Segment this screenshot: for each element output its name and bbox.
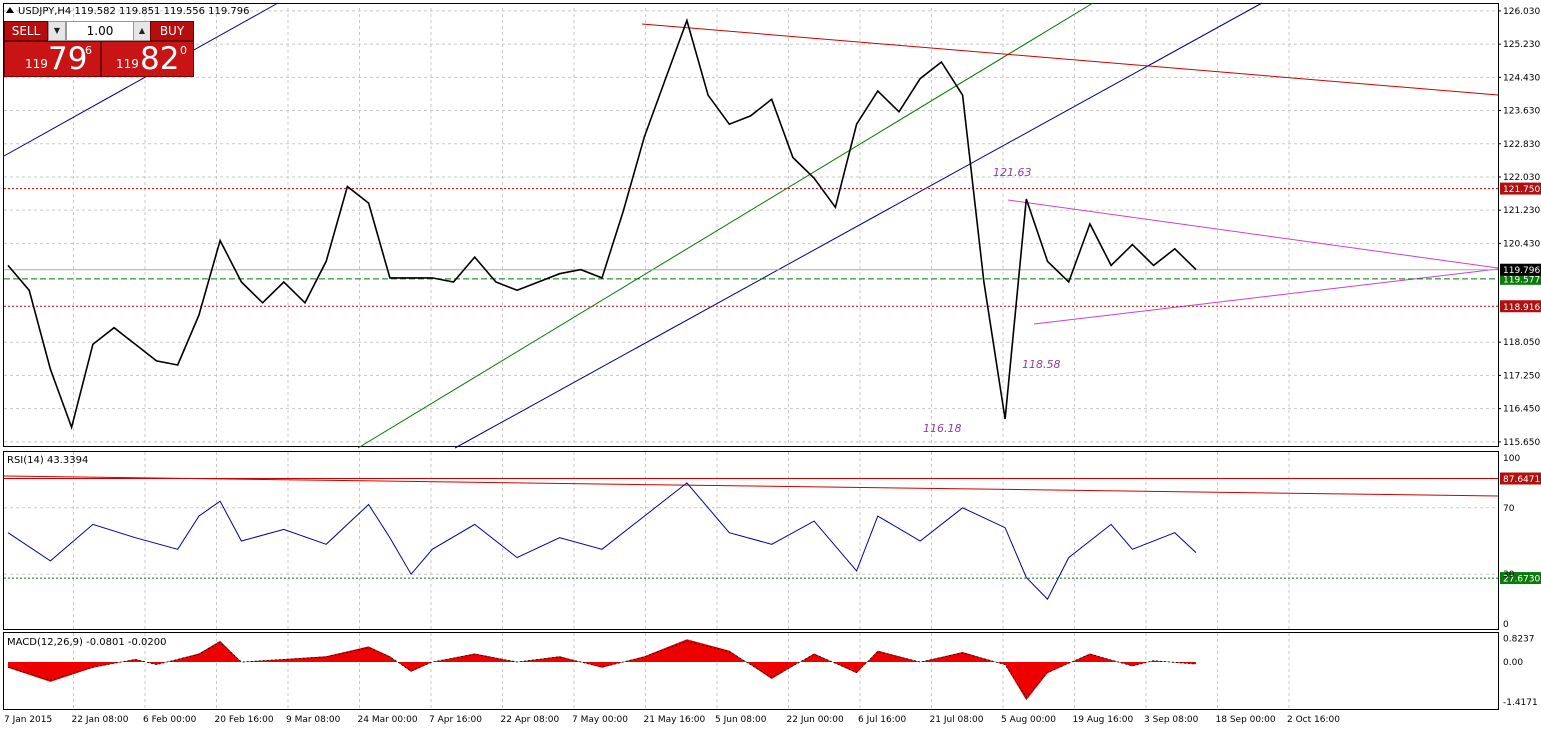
sell-price[interactable]: 119 79 6: [4, 41, 101, 77]
y-tick-label: 123.630: [1503, 107, 1540, 117]
y-tick-label: 116.450: [1503, 405, 1540, 415]
price-level-label: 119.577: [1503, 275, 1540, 285]
sell-button[interactable]: SELL: [4, 21, 48, 41]
x-tick-label: 18 Sep 00:00: [1216, 715, 1276, 725]
price-level-tag: [1500, 272, 1541, 285]
x-tick-label: 5 Jun 08:00: [715, 715, 767, 725]
rsi-panel-frame: [3, 451, 1499, 630]
rsi-level-high-label: 87.6471: [1503, 475, 1540, 485]
rsi-trendline: [3, 475, 1499, 497]
price-level-tag: [1500, 263, 1541, 276]
price-series: [7, 17, 1197, 430]
macd-title: MACD(12,26,9) -0.0801 -0.0200: [7, 637, 167, 648]
one-click-trade-panel: SELL ▼ 1.00 ▲ BUY 119 79 6 119 82 0: [4, 20, 194, 77]
y-tick-label: 118.050: [1503, 338, 1540, 348]
x-tick-label: 24 Mar 00:00: [358, 715, 418, 725]
y-tick-label: 125.230: [1503, 40, 1540, 50]
price-level-label: 118.916: [1503, 303, 1540, 313]
triangle-upper-line: [1007, 199, 1499, 269]
macd-panel-frame: [3, 632, 1499, 710]
rsi-level-high-tag: [1500, 472, 1541, 485]
rsi-tick-label: 0: [1503, 620, 1509, 630]
buy-button[interactable]: BUY: [150, 21, 194, 41]
y-tick-label: 120.430: [1503, 239, 1540, 249]
price-panel-frame: [3, 3, 1499, 447]
price-level-tag: [1500, 182, 1541, 195]
rsi-series: [7, 482, 1197, 600]
y-tick-label: 124.430: [1503, 73, 1540, 83]
series-layer: [7, 17, 1197, 701]
rsi-title: RSI(14) 43.3394: [7, 455, 88, 466]
x-tick-label: 22 Apr 08:00: [501, 715, 560, 725]
lot-increase-icon[interactable]: ▲: [133, 21, 151, 41]
rsi-level-low-label: 27.6730: [1503, 575, 1540, 585]
buy-price-pips: 82: [140, 41, 180, 77]
macd-histogram: [8, 639, 1196, 701]
buy-price[interactable]: 119 82 0: [101, 41, 194, 77]
lot-size-input[interactable]: 1.00: [66, 21, 134, 41]
x-tick-label: 6 Feb 00:00: [143, 715, 197, 725]
x-tick-label: 19 Aug 16:00: [1073, 715, 1134, 725]
buy-price-big-figure: 119: [116, 57, 139, 71]
y-tick-label: 126.030: [1503, 7, 1540, 17]
x-tick-label: 7 Jan 2015: [4, 715, 52, 725]
x-tick-label: 22 Jan 08:00: [72, 715, 129, 725]
triangle-lower-line: [1033, 268, 1499, 325]
annotation-high: 121.63: [993, 166, 1032, 179]
resistance-trendline: [641, 23, 1499, 96]
x-tick-label: 9 Mar 08:00: [286, 715, 341, 725]
price-level-tag: [1500, 300, 1541, 313]
channel-line-blue-upper: [3, 2, 279, 157]
annotation-mid-low: 118.58: [1022, 358, 1061, 371]
rsi-tick-label: 100: [1503, 454, 1520, 464]
y-tick-label: 121.230: [1503, 206, 1540, 216]
grid-layer: [4, 8, 1498, 709]
axis-labels-layer: 7 Jan 2015 22 Jan 08:00 6 Feb 00:00 20 Feb …: [4, 7, 1540, 725]
annotation-low: 116.18: [923, 422, 962, 435]
x-tick-label: 2 Oct 16:00: [1287, 715, 1340, 725]
x-tick-label: 21 Jul 08:00: [930, 715, 984, 725]
y-tick-label: 122.030: [1503, 173, 1540, 183]
lot-decrease-icon[interactable]: ▼: [48, 21, 66, 41]
sell-price-pips: 79: [48, 41, 88, 77]
y-tick-label: 122.830: [1503, 140, 1540, 150]
x-tick-label: 21 May 16:00: [644, 715, 706, 725]
sell-price-fraction: 6: [85, 44, 92, 57]
x-tick-label: 3 Sep 08:00: [1144, 715, 1199, 725]
price-level-label: 119.796: [1503, 266, 1540, 276]
chart-collapse-icon[interactable]: [6, 7, 14, 13]
x-tick-label: 5 Aug 00:00: [1001, 715, 1056, 725]
x-tick-label: 7 Apr 16:00: [429, 715, 482, 725]
x-tick-label: 20 Feb 16:00: [215, 715, 274, 725]
macd-tick-label: 0.00: [1503, 658, 1523, 668]
rsi-tick-label: 30: [1503, 570, 1515, 580]
x-tick-label: 7 May 00:00: [572, 715, 628, 725]
channel-line-blue-lower: [454, 2, 1263, 449]
rsi-tick-label: 70: [1503, 504, 1515, 514]
trendlines-layer: [3, 2, 1499, 497]
macd-tick-label: -1.4171: [1503, 698, 1538, 708]
channel-line-green: [357, 2, 1094, 449]
price-level-label: 121.750: [1503, 185, 1540, 195]
sell-price-big-figure: 119: [25, 57, 48, 71]
macd-signal-line: [7, 640, 1197, 698]
x-tick-label: 22 Jun 00:00: [787, 715, 844, 725]
chart-title: USDJPY,H4 119.582 119.851 119.556 119.79…: [18, 6, 249, 17]
buy-price-fraction: 0: [180, 44, 187, 57]
macd-tick-label: 0.8237: [1503, 635, 1535, 645]
y-tick-label: 115.650: [1503, 438, 1540, 448]
rsi-level-low-tag: [1500, 572, 1541, 585]
y-tick-label: 117.250: [1503, 371, 1540, 381]
hlines-layer: 121.750 119.577 118.916 119.796 87.6471 27.67…: [4, 182, 1541, 585]
x-tick-label: 6 Jul 16:00: [858, 715, 907, 725]
